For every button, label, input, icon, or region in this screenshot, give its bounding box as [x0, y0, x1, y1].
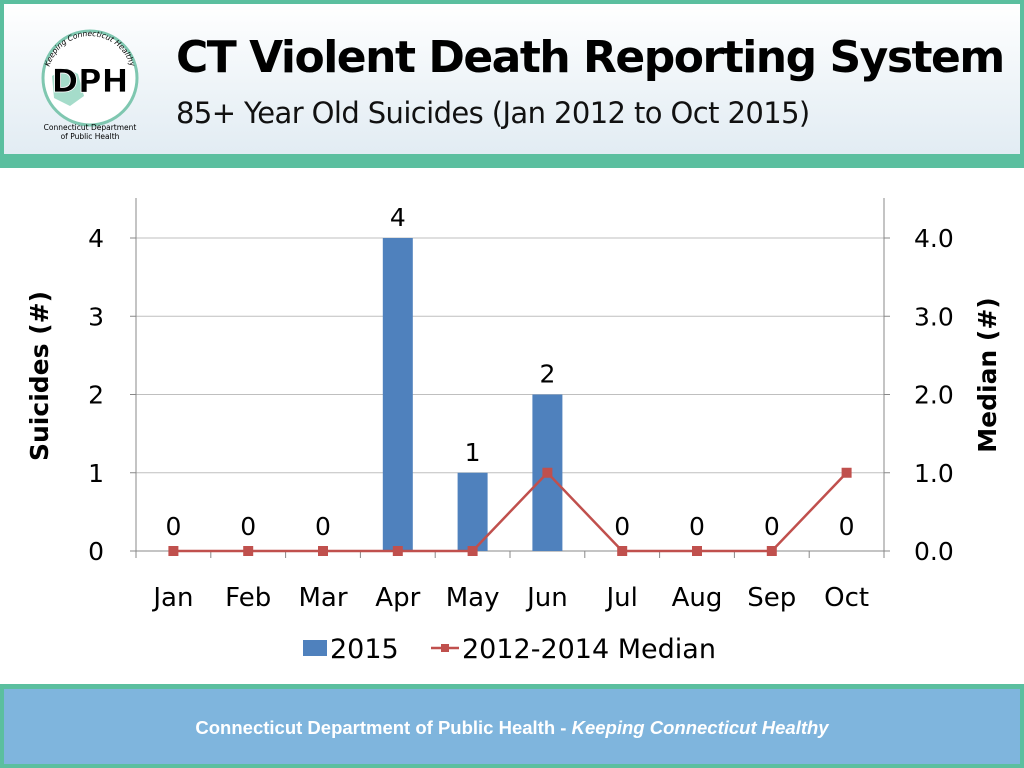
- y2-tick-label: 2.0: [914, 381, 954, 410]
- bar-series: [382, 238, 563, 551]
- header: Keeping Connecticut Healthy DPH Connecti…: [4, 4, 1020, 154]
- page-subtitle: 85+ Year Old Suicides (Jan 2012 to Oct 2…: [176, 96, 810, 130]
- x-tick-label: Sep: [747, 583, 796, 613]
- footer-org: Connecticut Department of Public Health: [195, 717, 556, 738]
- x-tick-label: May: [446, 583, 500, 613]
- y-tick-label: 0: [88, 537, 104, 566]
- data-label: 0: [240, 512, 256, 541]
- data-label: 0: [689, 512, 705, 541]
- footer-text: Connecticut Department of Public Health …: [4, 689, 1020, 764]
- y-tick-label: 4: [88, 224, 104, 253]
- median-point: [692, 546, 702, 556]
- data-label: 0: [165, 512, 181, 541]
- y2-tick-label: 3.0: [914, 302, 954, 331]
- legend: 2015 2012-2014 Median: [303, 634, 716, 665]
- data-label: 4: [390, 203, 406, 232]
- median-point: [542, 467, 553, 478]
- page-title: CT Violent Death Reporting System: [176, 32, 1005, 83]
- y-tick-label: 3: [88, 302, 104, 331]
- x-tick-label: Jun: [525, 583, 568, 613]
- y2-tick-label: 4.0: [914, 224, 954, 253]
- bar-may: [457, 472, 488, 551]
- median-polyline: [173, 470, 848, 553]
- y2-axis-title: Median (#): [973, 297, 1002, 452]
- x-tick-label: Oct: [824, 583, 869, 613]
- data-label: 2: [539, 360, 555, 389]
- median-point: [318, 546, 328, 556]
- median-point: [168, 546, 179, 556]
- logo-caption-line2: of Public Health: [61, 132, 120, 141]
- divider-band: [0, 154, 1024, 168]
- data-label: 0: [614, 512, 630, 541]
- axes: [130, 198, 890, 558]
- tick-labels: 0 0.0 1 1.0 2 2.0 3 3.0 4 4.0 Jan Feb Mar Apr May Jun Ju…: [88, 224, 954, 613]
- x-tick-label: Feb: [225, 583, 271, 613]
- legend-swatch-2015: [303, 640, 327, 656]
- median-point: [467, 546, 478, 556]
- x-tick-label: Mar: [298, 583, 347, 613]
- y-tick-label: 2: [88, 381, 104, 410]
- footer: Connecticut Department of Public Health …: [4, 689, 1020, 764]
- legend-label-median: 2012-2014 Median: [462, 634, 716, 665]
- data-labels: 0 0 0 4 1 2 0 0 0 0: [165, 203, 854, 541]
- dph-logo: Keeping Connecticut Healthy DPH Connecti…: [41, 29, 139, 141]
- chart-area: 0 0 0 4 1 2 0 0 0 0 0 0.0 1 1.0 2 2.0 3 3.0 4 4.0 Jan Feb Mar…: [0, 168, 1024, 684]
- data-label: 0: [764, 512, 780, 541]
- x-tick-label: Apr: [375, 583, 420, 613]
- data-label: 0: [839, 512, 855, 541]
- legend-marker-median: [441, 644, 449, 652]
- median-point: [841, 467, 852, 478]
- y2-tick-label: 0.0: [914, 537, 954, 566]
- median-point: [243, 546, 254, 556]
- bar-apr: [382, 238, 413, 551]
- connecticut-shape-icon: [52, 68, 84, 106]
- x-tick-label: Jul: [605, 583, 638, 613]
- line-series: [168, 467, 852, 556]
- y-tick-label: 1: [88, 459, 104, 488]
- gridlines: [136, 237, 884, 474]
- median-point: [617, 546, 628, 556]
- legend-label-2015: 2015: [330, 634, 399, 665]
- x-tick-label: Aug: [672, 583, 723, 613]
- footer-separator: -: [560, 717, 567, 738]
- data-label: 0: [315, 512, 331, 541]
- median-point: [766, 546, 777, 556]
- y2-tick-label: 1.0: [914, 459, 954, 488]
- logo-text: DPH: [52, 62, 129, 100]
- logo-caption-line1: Connecticut Department: [44, 123, 137, 132]
- footer-tagline: Keeping Connecticut Healthy: [571, 717, 829, 738]
- median-point: [392, 546, 403, 556]
- combo-chart: 0 0 0 4 1 2 0 0 0 0 0 0.0 1 1.0 2 2.0 3 3.0 4 4.0 Jan Feb Mar…: [25, 198, 1002, 665]
- data-label: 1: [465, 438, 481, 467]
- y-axis-title: Suicides (#): [25, 291, 54, 461]
- x-tick-label: Jan: [151, 583, 193, 613]
